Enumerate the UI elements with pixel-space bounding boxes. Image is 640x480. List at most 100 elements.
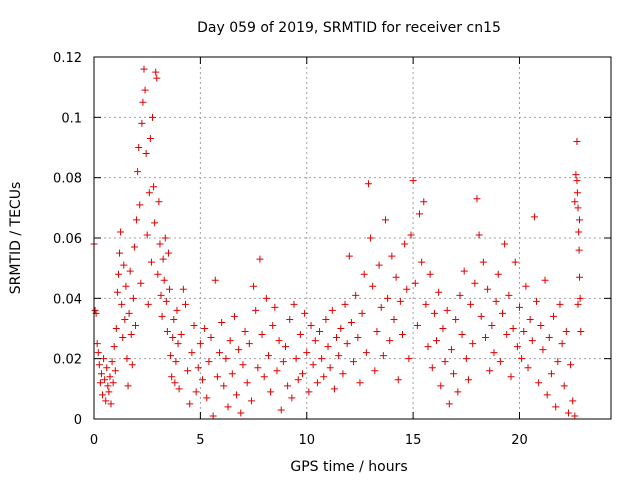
data-point	[545, 334, 553, 342]
y-tick-label: 0.12	[53, 51, 82, 66]
data-point	[154, 270, 162, 278]
data-point	[507, 373, 515, 381]
data-point	[450, 370, 458, 378]
data-point	[339, 370, 347, 378]
data-point	[166, 285, 174, 293]
data-point	[420, 198, 428, 206]
data-point	[371, 367, 379, 375]
data-point	[296, 331, 304, 339]
data-point	[120, 261, 128, 269]
data-point	[356, 379, 364, 387]
data-point	[107, 400, 115, 408]
data-point	[569, 397, 577, 405]
data-point	[138, 119, 146, 127]
data-point	[91, 306, 99, 314]
data-point	[281, 343, 289, 351]
data-point	[177, 331, 185, 339]
data-point	[313, 379, 321, 387]
data-point	[477, 312, 485, 320]
data-point	[137, 279, 145, 287]
data-point	[279, 358, 287, 366]
y-tick-label: 0.08	[53, 172, 82, 187]
data-point	[560, 382, 568, 390]
data-point	[513, 343, 521, 351]
data-point	[123, 355, 131, 363]
data-point	[237, 409, 245, 417]
data-point	[241, 328, 249, 336]
data-point	[95, 361, 103, 369]
data-point	[547, 370, 555, 378]
data-point	[170, 315, 178, 323]
data-point	[350, 358, 358, 366]
data-point	[490, 349, 498, 357]
data-point	[573, 177, 581, 185]
data-point	[373, 328, 381, 336]
data-point	[462, 355, 470, 363]
data-point	[256, 255, 264, 263]
data-point	[556, 300, 564, 308]
data-point	[245, 340, 253, 348]
data-point	[505, 291, 513, 299]
data-point	[572, 171, 580, 179]
data-point	[301, 309, 309, 317]
data-point	[147, 258, 155, 266]
data-point	[192, 388, 200, 396]
data-point	[264, 352, 272, 360]
data-point	[159, 255, 167, 263]
data-point	[102, 397, 110, 405]
data-point	[562, 328, 570, 336]
data-point	[269, 321, 277, 329]
data-point	[152, 68, 160, 76]
data-point	[149, 113, 157, 121]
axis-ticks: 0 5 10 15 20 0 0.02 0.04 0.06 0.08 0.1 0.12	[53, 51, 611, 448]
data-point	[235, 346, 243, 354]
data-point	[381, 216, 389, 224]
data-point	[516, 303, 524, 311]
data-point	[576, 216, 584, 224]
data-point	[320, 373, 328, 381]
data-point	[333, 334, 341, 342]
data-point	[388, 252, 396, 260]
data-point	[341, 300, 349, 308]
data-point	[111, 367, 119, 375]
data-point	[211, 276, 219, 284]
data-point	[294, 376, 302, 384]
data-point	[530, 213, 538, 221]
data-point	[146, 134, 154, 142]
data-point	[239, 361, 247, 369]
data-point	[311, 337, 319, 345]
data-point	[428, 364, 436, 372]
data-point	[386, 337, 394, 345]
data-point	[398, 331, 406, 339]
data-point	[96, 379, 104, 387]
data-point	[475, 231, 483, 239]
data-point	[127, 331, 135, 339]
data-point	[230, 312, 238, 320]
data-point	[467, 300, 475, 308]
data-point	[218, 318, 226, 326]
data-point	[100, 355, 108, 363]
data-point	[533, 297, 541, 305]
data-point	[441, 358, 449, 366]
data-point	[307, 321, 315, 329]
data-point	[550, 312, 558, 320]
data-point	[384, 294, 392, 302]
data-point	[464, 376, 472, 384]
data-point	[292, 355, 300, 363]
data-point	[418, 258, 426, 266]
data-point	[168, 373, 176, 381]
data-point	[360, 270, 368, 278]
data-point	[571, 412, 579, 420]
data-point	[164, 249, 172, 257]
data-point	[226, 337, 234, 345]
data-point	[158, 312, 166, 320]
data-point	[577, 328, 585, 336]
data-point	[343, 340, 351, 348]
data-point	[172, 358, 180, 366]
data-point	[401, 240, 409, 248]
data-point	[116, 249, 124, 257]
data-point	[299, 370, 307, 378]
data-point	[337, 325, 345, 332]
data-point	[567, 361, 575, 369]
data-point	[139, 98, 147, 106]
